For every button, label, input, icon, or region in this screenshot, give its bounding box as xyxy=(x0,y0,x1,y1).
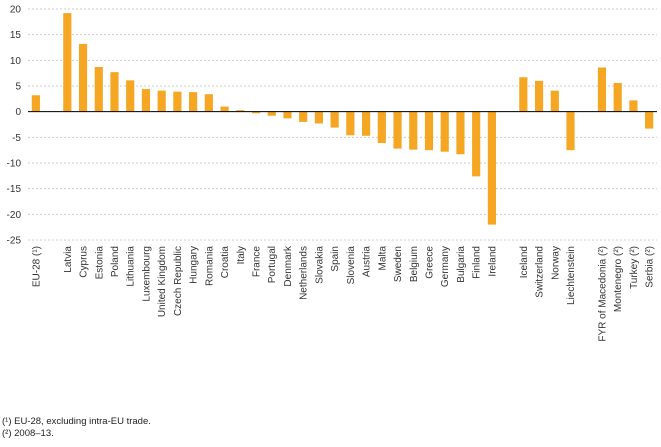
bar xyxy=(63,13,72,112)
bar xyxy=(456,111,465,155)
y-tick-label: -20 xyxy=(7,210,22,221)
bar xyxy=(314,111,324,124)
bar xyxy=(78,43,88,112)
bar xyxy=(157,90,166,112)
category-label: Norway xyxy=(550,246,561,280)
category-label: Bulgaria xyxy=(456,246,467,283)
bar xyxy=(645,111,654,129)
bar xyxy=(597,67,607,112)
category-label: Belgium xyxy=(409,246,420,282)
category-label: Latvia xyxy=(63,246,74,273)
category-label: Slovakia xyxy=(314,246,325,284)
category-label: Denmark xyxy=(283,245,294,287)
category-label: Malta xyxy=(377,246,388,271)
bar xyxy=(189,92,198,112)
bar xyxy=(141,89,151,112)
category-label: Cyprus xyxy=(79,246,90,278)
y-tick-label: -10 xyxy=(7,159,22,170)
category-label: Iceland xyxy=(519,246,530,278)
y-tick-label: 20 xyxy=(10,5,22,16)
category-label: FYR of Macedonia (²) xyxy=(597,246,608,342)
bar xyxy=(110,72,119,112)
category-label: Estonia xyxy=(94,246,105,280)
category-label: Liechtenstein xyxy=(566,246,577,305)
category-label: Turkey (²) xyxy=(629,246,640,289)
category-label: Spain xyxy=(330,246,341,272)
bar xyxy=(472,111,481,177)
category-label: Serbia (²) xyxy=(645,246,656,288)
category-label: Montenegro (²) xyxy=(613,246,624,312)
bar-chart: 20 15 10 5 0 -5 -10 -15 -20 -25 EU-28 (¹) Latvia Cy… xyxy=(7,5,657,342)
category-label: Portugal xyxy=(267,246,278,283)
category-label: France xyxy=(252,246,263,278)
footnote-1: (¹) EU-28, excluding intra-EU trade. xyxy=(2,416,151,427)
category-label: Sweden xyxy=(393,246,404,282)
category-label: Ireland xyxy=(487,246,498,277)
bar xyxy=(283,111,292,119)
y-tick-label: 15 xyxy=(10,30,22,41)
category-label: Hungary xyxy=(189,246,200,284)
bar xyxy=(346,111,355,136)
gridlines xyxy=(28,8,657,241)
bar xyxy=(566,111,575,151)
bar xyxy=(613,82,622,112)
y-tick-label: 5 xyxy=(15,82,21,93)
y-tick-label: -25 xyxy=(7,236,22,247)
bar xyxy=(377,111,386,143)
bar xyxy=(330,111,339,128)
category-label: United Kingdom xyxy=(157,246,168,317)
bar xyxy=(126,80,135,112)
category-label: Romania xyxy=(204,246,215,286)
category-label: Croatia xyxy=(220,246,231,279)
y-tick-label: -5 xyxy=(12,133,21,144)
category-label: Lithuania xyxy=(126,246,137,287)
bar xyxy=(173,91,182,112)
bar xyxy=(393,111,402,149)
category-label: Czech Republic xyxy=(173,246,184,316)
y-tick-label: 10 xyxy=(10,56,22,67)
bar xyxy=(220,106,229,112)
category-label: Finland xyxy=(472,246,483,279)
category-label: Netherlands xyxy=(299,246,310,300)
bar xyxy=(409,111,418,150)
category-label: Poland xyxy=(110,246,121,277)
bar xyxy=(550,90,559,112)
footnotes: (¹) EU-28, excluding intra-EU trade. (²)… xyxy=(2,416,151,440)
category-label: Austria xyxy=(362,246,373,278)
footnote-2: (²) 2008–13. xyxy=(2,428,54,439)
bars xyxy=(31,13,654,225)
bar xyxy=(629,100,638,112)
bar xyxy=(31,95,40,112)
bar xyxy=(487,111,496,225)
bar xyxy=(204,94,213,112)
bar xyxy=(94,67,103,112)
bar xyxy=(424,111,434,151)
category-labels: EU-28 (¹) Latvia Cyprus Estonia Poland Lithua… xyxy=(31,245,655,342)
category-label: Germany xyxy=(440,246,451,287)
bar xyxy=(519,77,528,112)
bar xyxy=(534,80,544,112)
category-label: EU-28 (¹) xyxy=(31,246,42,287)
category-label: Slovenia xyxy=(346,246,357,285)
category-label: Greece xyxy=(424,246,435,279)
bar xyxy=(267,111,276,116)
y-tick-label: -15 xyxy=(7,184,22,195)
bar xyxy=(299,111,308,122)
category-label: Switzerland xyxy=(535,246,546,298)
bar xyxy=(251,111,261,114)
y-tick-label: 0 xyxy=(15,107,21,118)
category-label: Luxembourg xyxy=(141,246,152,302)
y-axis: 20 15 10 5 0 -5 -10 -15 -20 -25 xyxy=(7,5,22,247)
category-label: Italy xyxy=(236,246,247,264)
bar xyxy=(361,111,371,136)
bar xyxy=(440,111,449,152)
bar xyxy=(236,110,245,112)
